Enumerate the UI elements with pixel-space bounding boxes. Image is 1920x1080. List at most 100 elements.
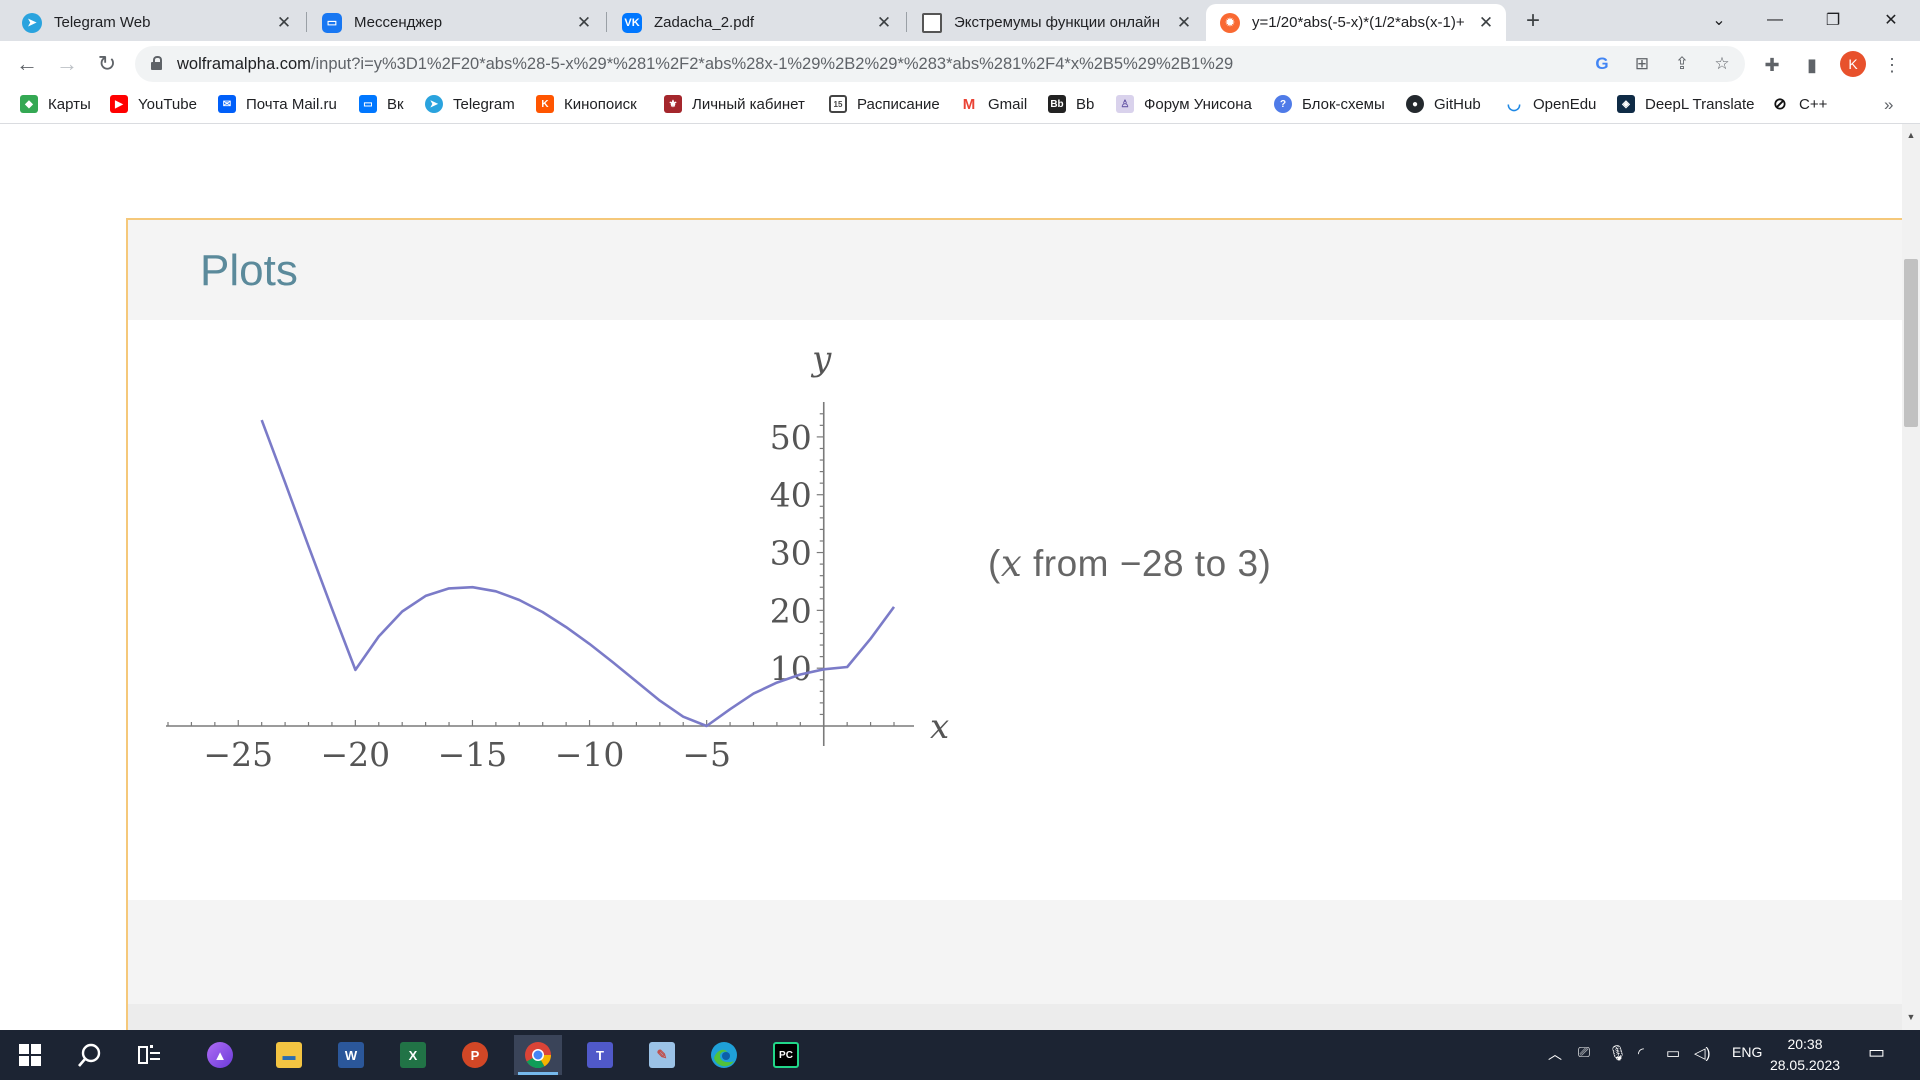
tab-search-icon[interactable]: ⌄ [1712, 12, 1726, 29]
microphone-icon[interactable]: 🎙︎ [1608, 1045, 1628, 1062]
edge-icon[interactable] [700, 1035, 748, 1075]
notifications-icon[interactable]: ▭ [1868, 1042, 1886, 1062]
reload-button[interactable]: ↻ [97, 51, 117, 76]
github-icon: ● [1406, 95, 1424, 113]
bookmark-cpp[interactable]: ⊘ C++ [1771, 95, 1827, 113]
scroll-up-arrow-icon[interactable]: ▲ [1906, 130, 1916, 140]
bookmark-youtube[interactable]: ▶ YouTube [110, 95, 197, 113]
bookmark-label: Расписание [857, 95, 940, 113]
close-icon[interactable]: ✕ [876, 12, 892, 32]
word-icon[interactable]: W [327, 1035, 375, 1075]
bookmark-mail[interactable]: ✉ Почта Mail.ru [218, 95, 337, 113]
next-pod-header [128, 1004, 1902, 1030]
bookmark-schedule[interactable]: 15 Расписание [829, 95, 940, 113]
bookmark-star-icon[interactable]: ☆ [1714, 54, 1730, 73]
bookmark-flowcharts[interactable]: ? Блок-схемы [1274, 95, 1385, 113]
pycharm-icon[interactable]: PC [762, 1035, 810, 1075]
bookmark-label: Вк [387, 95, 404, 113]
tab-messenger[interactable]: ▭ Мессенджер ✕ [300, 4, 604, 41]
close-window-button[interactable]: ✕ [1884, 12, 1898, 29]
vk-icon: ▭ [359, 95, 377, 113]
task-view-icon[interactable] [126, 1035, 174, 1075]
close-icon[interactable]: ✕ [576, 12, 592, 32]
menu-kebab-icon[interactable]: ⋮ [1883, 54, 1901, 75]
forward-button[interactable]: → [56, 51, 78, 76]
bookmark-label: Карты [48, 95, 91, 113]
cpp-icon: ⊘ [1771, 95, 1789, 113]
x-tick-label: −10 [555, 735, 625, 774]
blackboard-icon: Bb [1048, 95, 1066, 113]
bookmark-telegram[interactable]: ➤ Telegram [425, 95, 515, 113]
restore-button[interactable]: ❐ [1825, 12, 1841, 29]
x-tick-label: −15 [438, 735, 508, 774]
close-icon[interactable]: ✕ [1176, 12, 1192, 32]
plot-area[interactable]: −25 −20 −15 −10 −5 10 20 30 40 50 x y (x from −28… [128, 320, 1902, 900]
y-tick-label: 30 [770, 534, 812, 573]
bookmark-deepl[interactable]: ◈ DeepL Translate [1617, 95, 1755, 113]
share-icon[interactable]: ⇪ [1674, 54, 1690, 73]
url-text[interactable]: wolframalpha.com/input?i=y%3D1%2F20*abs%… [177, 55, 1233, 74]
tray-overflow-icon[interactable]: ︿ [1548, 1046, 1562, 1062]
x-axis-label: x [930, 707, 949, 747]
back-button[interactable]: ← [16, 51, 38, 76]
scroll-down-arrow-icon[interactable]: ▼ [1906, 1012, 1916, 1022]
close-icon[interactable]: ✕ [276, 12, 292, 32]
address-bar[interactable]: wolframalpha.com/input?i=y%3D1%2F20*abs%… [135, 46, 1745, 82]
y-tick-label: 40 [770, 476, 812, 515]
clock[interactable]: 20:38 28.05.2023 [1760, 1034, 1850, 1076]
bookmark-gmail[interactable]: M Gmail [960, 95, 1027, 113]
bookmark-maps[interactable]: ◆ Карты [20, 95, 91, 113]
bookmark-label: Gmail [988, 95, 1028, 113]
battery-icon[interactable]: ▭ [1666, 1045, 1681, 1062]
bookmark-unison-forum[interactable]: ♙ Форум Унисона [1116, 95, 1252, 113]
vk-icon: VK [622, 12, 642, 33]
bookmark-bb[interactable]: Bb Bb [1048, 95, 1094, 113]
close-icon[interactable]: ✕ [1478, 12, 1494, 32]
chrome-icon[interactable] [514, 1035, 562, 1075]
url-host: wolframalpha.com [177, 55, 311, 73]
tab-extremums[interactable]: Экстремумы функции онлайн ✕ [900, 4, 1204, 41]
language-indicator[interactable]: ENG [1732, 1044, 1763, 1060]
meet-now-icon[interactable]: ⎚ [1578, 1044, 1591, 1061]
range-prefix: ( [988, 543, 1001, 584]
profile-avatar[interactable]: K [1840, 51, 1866, 77]
browser-toolbar: ← → ↻ wolframalpha.com/input?i=y%3D1%2F2… [0, 41, 1920, 87]
new-tab-button[interactable]: + [1525, 7, 1540, 34]
translate-icon[interactable]: ⊞ [1634, 54, 1650, 73]
excel-icon[interactable]: X [389, 1035, 437, 1075]
bookmark-kinopoisk[interactable]: K Кинопоиск [536, 95, 637, 113]
more-bookmarks-icon[interactable]: » [1884, 95, 1894, 114]
search-icon[interactable] [66, 1035, 114, 1075]
bookmarks-bar: ◆ Карты ▶ YouTube ✉ Почта Mail.ru ▭ Вк ➤ Tele… [0, 87, 1920, 124]
teams-icon[interactable]: T [576, 1035, 624, 1075]
deepl-icon: ◈ [1617, 95, 1635, 113]
forum-icon: ♙ [1116, 95, 1134, 113]
paint-icon[interactable]: ✎ [638, 1035, 686, 1075]
lock-icon[interactable] [151, 56, 162, 70]
wifi-icon[interactable]: ◜ [1638, 1045, 1644, 1062]
bookmark-vk[interactable]: ▭ Вк [359, 95, 404, 113]
page-scrollbar[interactable]: ▲ ▼ [1902, 124, 1920, 1030]
powerpoint-icon[interactable]: P [451, 1035, 499, 1075]
flowchart-icon: ? [1274, 95, 1292, 113]
tab-zadacha-pdf[interactable]: VK Zadacha_2.pdf ✕ [600, 4, 904, 41]
start-icon[interactable] [6, 1035, 54, 1075]
youtube-icon: ▶ [110, 95, 128, 113]
scroll-thumb[interactable] [1904, 259, 1918, 427]
bookmark-github[interactable]: ● GitHub [1406, 95, 1481, 113]
alice-icon[interactable]: ▲ [196, 1035, 244, 1075]
file-explorer-icon[interactable]: ▬ [265, 1035, 313, 1075]
bookmark-openedu[interactable]: ◡ OpenEdu [1505, 95, 1596, 113]
minimize-button[interactable]: — [1767, 11, 1783, 28]
tab-telegram-web[interactable]: ➤ Telegram Web ✕ [0, 4, 304, 41]
volume-icon[interactable]: ◁) [1694, 1045, 1711, 1062]
bookmark-personal-account[interactable]: ⚜ Личный кабинет [664, 95, 805, 113]
extensions-icon[interactable]: ✚ [1764, 54, 1780, 75]
side-panel-icon[interactable]: ▮ [1807, 54, 1817, 75]
google-lens-icon[interactable]: G [1595, 54, 1609, 73]
bookmark-label: Личный кабинет [692, 95, 805, 113]
bookmark-label: Почта Mail.ru [246, 95, 337, 113]
openedu-icon: ◡ [1505, 95, 1523, 113]
tab-wolfram-active[interactable]: ✹ y=1/20*abs(-5-x)*(1/2*abs(x-1)+ ✕ [1206, 4, 1506, 41]
